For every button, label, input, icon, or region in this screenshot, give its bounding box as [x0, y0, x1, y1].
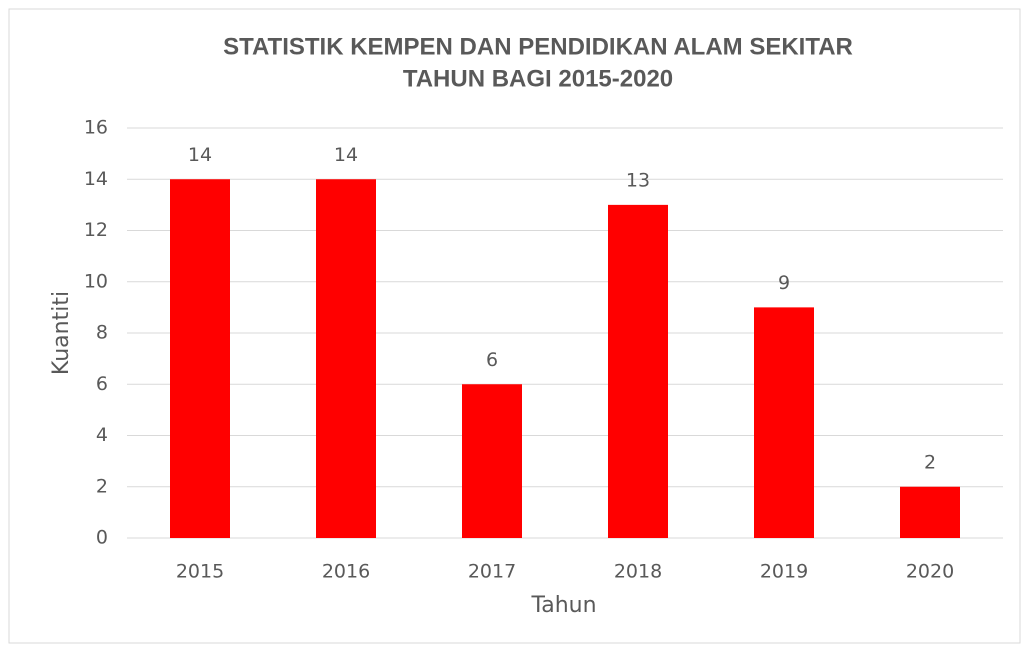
bar	[754, 307, 814, 538]
bar	[170, 179, 230, 538]
chart-title: TAHUN BAGI 2015-2020	[403, 65, 673, 92]
x-tick-label: 2020	[906, 561, 954, 583]
x-tick-label: 2018	[614, 561, 662, 583]
chart-title: STATISTIK KEMPEN DAN PENDIDIKAN ALAM SEK…	[223, 33, 853, 60]
y-tick-label: 16	[84, 117, 108, 139]
bar	[608, 204, 668, 538]
bar	[462, 384, 522, 538]
y-tick-label: 2	[96, 475, 108, 497]
y-tick-label: 12	[84, 219, 108, 241]
data-label: 14	[334, 144, 358, 166]
data-label: 13	[626, 169, 650, 191]
y-axis-label: Kuantiti	[49, 291, 74, 375]
x-axis-label: Tahun	[530, 593, 596, 618]
x-tick-label: 2019	[760, 561, 808, 583]
y-tick-label: 10	[84, 270, 108, 292]
x-tick-label: 2015	[176, 561, 224, 583]
y-tick-label: 6	[96, 373, 108, 395]
chart-frame	[8, 8, 1021, 644]
y-tick-label: 4	[96, 424, 108, 446]
x-tick-label: 2016	[322, 561, 370, 583]
data-label: 14	[188, 144, 212, 166]
y-tick-label: 8	[96, 322, 108, 344]
y-tick-label: 0	[96, 527, 108, 549]
x-tick-label: 2017	[468, 561, 516, 583]
bar	[900, 486, 960, 538]
data-label: 6	[486, 349, 498, 371]
bar	[316, 179, 376, 538]
data-label: 9	[778, 272, 790, 294]
y-tick-label: 14	[84, 168, 108, 190]
data-label: 2	[924, 451, 936, 473]
